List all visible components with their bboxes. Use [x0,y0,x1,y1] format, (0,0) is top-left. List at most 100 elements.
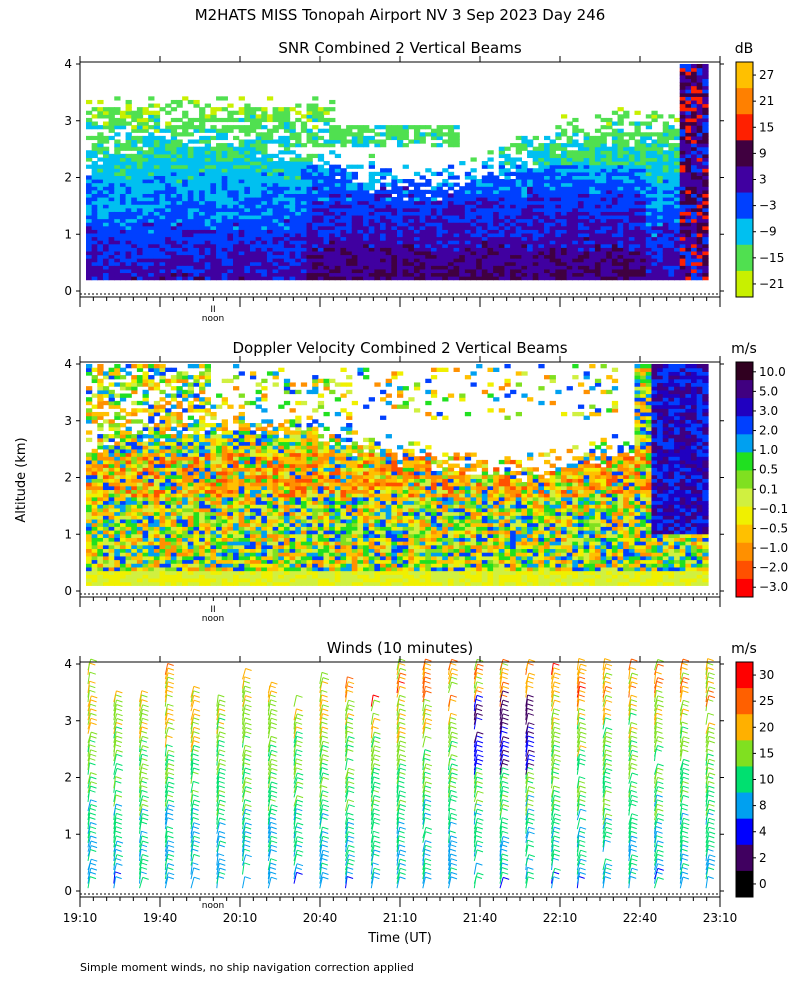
snr-cell [685,114,691,118]
snr-cell [634,122,640,126]
snr-cell [307,161,313,165]
snr-cell [301,251,307,255]
snr-cell [227,215,233,219]
snr-cell [278,186,284,190]
doppler-cell [97,460,103,464]
doppler-cell [120,545,126,549]
snr-cell [103,276,109,280]
snr-cell [154,204,160,208]
snr-cell [697,118,703,122]
snr-cell [227,183,233,187]
snr-cell [634,222,640,226]
snr-cell [323,219,329,223]
snr-cell [182,157,188,161]
snr-cell [143,240,149,244]
snr-cell [403,143,409,147]
snr-cell [233,157,239,161]
snr-cell [352,172,358,176]
y-tick-label: 3 [64,114,72,128]
snr-cell [340,219,346,223]
doppler-cell [86,390,92,394]
snr-cell [685,201,691,205]
snr-cell [380,240,386,244]
snr-cell [216,183,222,187]
snr-cell [233,247,239,251]
snr-cell [210,254,216,258]
snr-cell [499,258,505,262]
snr-cell [386,211,392,215]
snr-cell [357,139,363,143]
snr-cell [205,247,211,251]
snr-cell [244,272,250,276]
snr-cell [137,186,143,190]
snr-cell [273,204,279,208]
doppler-cell [86,464,92,468]
snr-cell [193,139,199,143]
snr-cell [290,229,296,233]
snr-cell [403,215,409,219]
colorbar-swatch [736,88,753,115]
snr-cell [425,125,431,129]
snr-cell [131,193,137,197]
snr-cell [171,219,177,223]
snr-cell [363,190,369,194]
snr-cell [578,247,584,251]
snr-cell [278,161,284,165]
snr-cell [465,276,471,280]
snr-cell [403,269,409,273]
snr-cell [408,183,414,187]
snr-cell [352,237,358,241]
snr-cell [335,240,341,244]
snr-cell [301,244,307,248]
snr-cell [216,136,222,140]
snr-cell [137,150,143,154]
snr-cell [363,247,369,251]
snr-cell [623,222,629,226]
doppler-cell [114,500,120,504]
snr-cell [538,193,544,197]
snr-cell [148,272,154,276]
snr-cell [131,240,137,244]
snr-cell [482,272,488,276]
snr-cell [199,161,205,165]
snr-cell [109,186,115,190]
snr-cell [386,215,392,219]
snr-panel-title: SNR Combined 2 Vertical Beams [278,39,521,57]
snr-cell [680,269,686,273]
doppler-cell [131,489,137,493]
snr-cell [137,168,143,172]
snr-cell [312,208,318,212]
snr-cell [210,247,216,251]
snr-cell [143,265,149,269]
snr-cell [295,262,301,266]
snr-cell [403,233,409,237]
snr-cell [634,269,640,273]
snr-cell [295,215,301,219]
snr-cell [629,175,635,179]
doppler-cell [120,541,126,545]
snr-cell [561,197,567,201]
snr-cell [109,247,115,251]
snr-cell [199,211,205,215]
snr-cell [646,276,652,280]
snr-cell [640,150,646,154]
snr-cell [623,186,629,190]
doppler-cell [120,560,126,564]
snr-cell [657,150,663,154]
snr-cell [702,233,708,237]
snr-cell [538,179,544,183]
snr-cell [86,118,92,122]
snr-cell [131,208,137,212]
snr-cell [504,208,510,212]
snr-cell [702,150,708,154]
snr-cell [567,254,573,258]
doppler-cell [114,467,120,471]
snr-cell [697,71,703,75]
snr-cell [357,262,363,266]
snr-cell [284,150,290,154]
snr-cell [227,201,233,205]
snr-cell [369,269,375,273]
snr-cell [137,201,143,205]
snr-cell [487,251,493,255]
snr-cell [131,147,137,151]
